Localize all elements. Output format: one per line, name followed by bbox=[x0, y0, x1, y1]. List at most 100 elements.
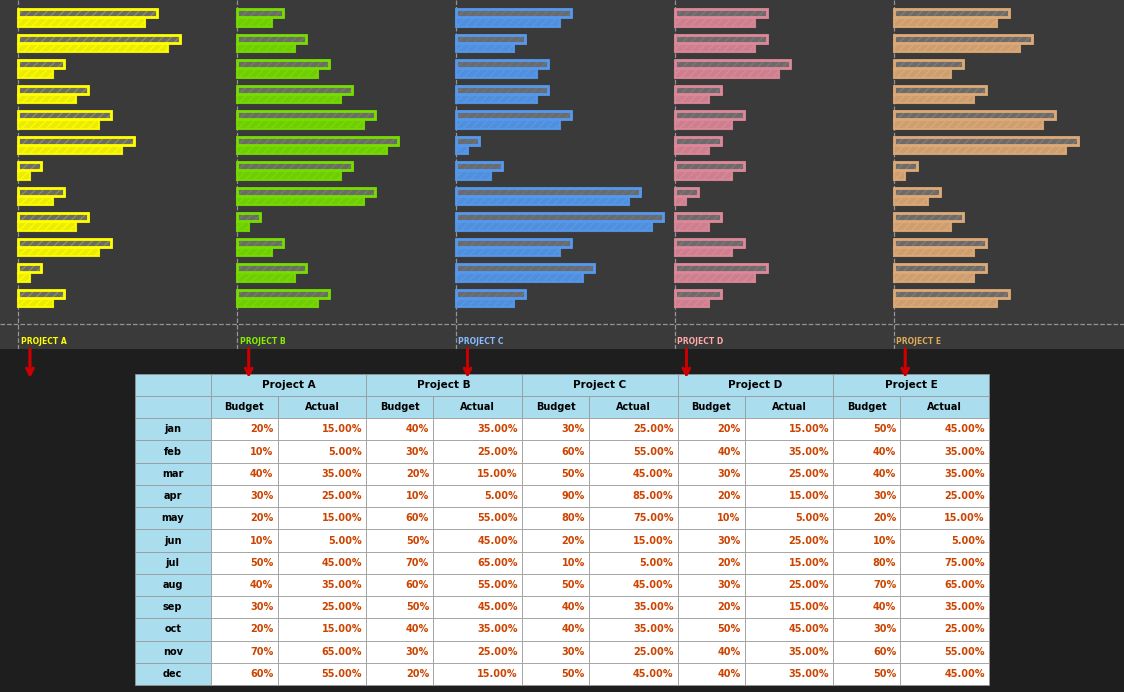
Text: 40%: 40% bbox=[562, 624, 584, 635]
Bar bbox=[678, 529, 745, 552]
Text: 50%: 50% bbox=[406, 602, 429, 612]
Bar bbox=[456, 213, 663, 221]
Bar bbox=[833, 596, 900, 619]
Bar bbox=[894, 162, 917, 170]
Bar bbox=[18, 137, 134, 145]
Bar bbox=[894, 290, 1009, 298]
Text: 40%: 40% bbox=[406, 424, 429, 435]
Bar bbox=[522, 641, 589, 663]
Text: 70%: 70% bbox=[406, 558, 429, 567]
Text: 90%: 90% bbox=[562, 491, 584, 501]
Bar bbox=[18, 239, 110, 247]
Bar bbox=[237, 111, 375, 120]
Bar bbox=[894, 264, 986, 273]
Text: 55.00%: 55.00% bbox=[944, 647, 985, 657]
Text: 35.00%: 35.00% bbox=[789, 446, 830, 457]
Text: aug: aug bbox=[163, 580, 183, 590]
Text: 35.00%: 35.00% bbox=[478, 624, 518, 635]
Bar bbox=[900, 552, 989, 574]
Bar bbox=[434, 396, 522, 418]
Bar bbox=[456, 9, 571, 17]
Bar bbox=[900, 596, 989, 619]
Text: 65.00%: 65.00% bbox=[944, 580, 985, 590]
Text: jan: jan bbox=[164, 424, 181, 435]
Bar bbox=[278, 552, 366, 574]
Bar bbox=[237, 86, 353, 94]
Bar bbox=[894, 197, 928, 205]
Bar bbox=[18, 19, 145, 26]
Bar bbox=[237, 162, 353, 170]
Bar bbox=[18, 239, 110, 247]
Bar bbox=[745, 485, 833, 507]
Text: 30%: 30% bbox=[873, 491, 896, 501]
Bar bbox=[894, 264, 986, 273]
Bar bbox=[366, 663, 434, 685]
Text: 35.00%: 35.00% bbox=[478, 424, 518, 435]
Bar bbox=[456, 120, 560, 129]
Text: 50%: 50% bbox=[251, 558, 273, 567]
Bar bbox=[456, 197, 628, 205]
Text: 45.00%: 45.00% bbox=[944, 669, 985, 679]
Text: 20%: 20% bbox=[717, 424, 741, 435]
Bar bbox=[434, 440, 522, 463]
Bar bbox=[237, 213, 261, 221]
Text: PROJECT D: PROJECT D bbox=[677, 337, 724, 346]
Bar bbox=[522, 507, 589, 529]
Bar bbox=[237, 60, 329, 69]
Bar bbox=[894, 172, 905, 180]
Bar bbox=[589, 507, 678, 529]
Bar bbox=[210, 440, 278, 463]
Bar bbox=[135, 463, 210, 485]
Bar bbox=[522, 485, 589, 507]
Bar bbox=[900, 619, 989, 641]
Text: 25.00%: 25.00% bbox=[789, 536, 830, 545]
Bar bbox=[366, 619, 434, 641]
Bar bbox=[894, 9, 1009, 17]
Bar bbox=[900, 440, 989, 463]
Bar bbox=[434, 596, 522, 619]
Bar bbox=[894, 120, 1043, 129]
Bar bbox=[237, 197, 364, 205]
Bar bbox=[678, 641, 745, 663]
Bar bbox=[18, 162, 42, 170]
Bar bbox=[456, 137, 479, 145]
Bar bbox=[894, 299, 997, 307]
Text: 75.00%: 75.00% bbox=[633, 513, 673, 523]
Bar bbox=[210, 529, 278, 552]
Bar bbox=[278, 529, 366, 552]
Text: Actual: Actual bbox=[772, 402, 807, 412]
Text: 30%: 30% bbox=[406, 446, 429, 457]
Bar bbox=[833, 440, 900, 463]
Bar bbox=[18, 264, 42, 273]
Bar bbox=[210, 663, 278, 685]
Bar bbox=[456, 60, 549, 69]
Bar bbox=[18, 111, 110, 120]
Text: nov: nov bbox=[163, 647, 183, 657]
Text: 60%: 60% bbox=[562, 446, 584, 457]
Bar bbox=[135, 641, 210, 663]
Bar bbox=[456, 290, 525, 298]
Bar bbox=[456, 290, 525, 298]
Text: 35.00%: 35.00% bbox=[944, 468, 985, 479]
Bar bbox=[456, 69, 536, 78]
Text: Budget: Budget bbox=[536, 402, 575, 412]
Bar bbox=[456, 264, 595, 273]
Text: 20%: 20% bbox=[406, 669, 429, 679]
Bar bbox=[678, 485, 745, 507]
Bar bbox=[894, 86, 986, 94]
Text: Actual: Actual bbox=[460, 402, 495, 412]
Text: 40%: 40% bbox=[873, 602, 896, 612]
Text: 45.00%: 45.00% bbox=[944, 424, 985, 435]
Bar bbox=[678, 619, 745, 641]
Text: 35.00%: 35.00% bbox=[633, 602, 673, 612]
Bar bbox=[674, 111, 744, 120]
Bar bbox=[833, 418, 900, 440]
Bar bbox=[18, 35, 180, 43]
Bar bbox=[18, 120, 99, 129]
Text: 40%: 40% bbox=[873, 446, 896, 457]
Bar bbox=[674, 95, 709, 103]
Text: 40%: 40% bbox=[251, 468, 273, 479]
Bar bbox=[900, 574, 989, 596]
Text: 30%: 30% bbox=[873, 624, 896, 635]
Bar bbox=[894, 35, 1032, 43]
